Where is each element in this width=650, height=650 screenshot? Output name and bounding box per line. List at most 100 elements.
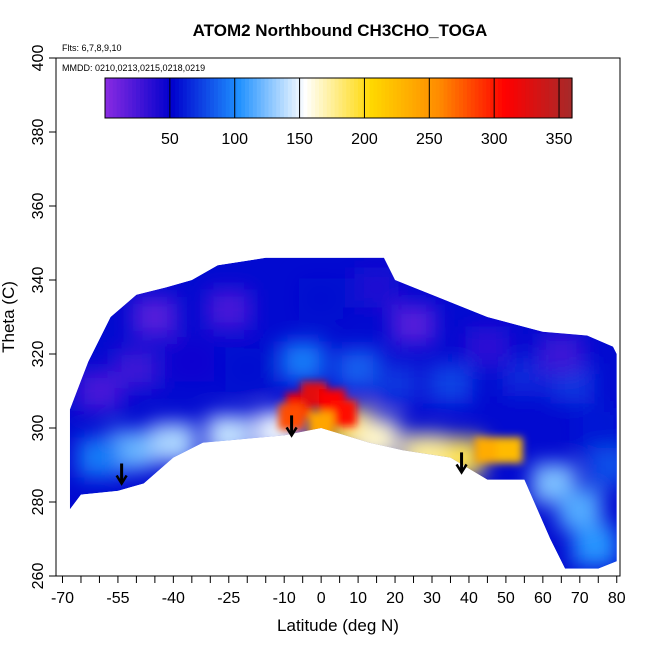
colorbar-segment <box>552 78 558 118</box>
colorbar-segment <box>369 78 375 118</box>
colorbar-segment <box>311 78 316 118</box>
data-cell <box>132 297 177 337</box>
colorbar-segment <box>385 78 390 118</box>
colorbar-segment <box>178 78 184 118</box>
colorbar-segment <box>182 78 188 118</box>
data-cell <box>496 437 523 464</box>
colorbar-segment <box>322 78 328 118</box>
y-tick-label: 340 <box>30 267 47 294</box>
dates-annotation: MMDD: 0210,0213,0215,0218,0219 <box>62 63 205 73</box>
colorbar-tick-label: 250 <box>416 131 443 148</box>
y-tick-label: 300 <box>30 415 47 442</box>
colorbar-segment <box>420 78 425 118</box>
data-cell <box>557 489 602 530</box>
colorbar-segment <box>303 78 308 118</box>
colorbar-segment <box>377 78 382 118</box>
colorbar-segment <box>466 78 472 118</box>
colorbar-segment <box>229 78 235 118</box>
colorbar-segment <box>272 78 277 118</box>
colorbar-segment <box>521 78 526 118</box>
x-tick-label: 20 <box>386 590 404 607</box>
colorbar-segment <box>291 78 297 118</box>
data-cell <box>151 422 196 463</box>
colorbar-segment <box>548 78 554 118</box>
colorbar-tick-label: 50 <box>161 131 179 148</box>
colorbar-segment <box>202 78 207 118</box>
data-cell <box>391 304 436 345</box>
colorbar-segment <box>536 78 542 118</box>
colorbar-segment <box>470 78 476 118</box>
colorbar-segment <box>124 78 129 118</box>
data-cell <box>354 419 399 460</box>
colorbar-segment <box>354 78 359 118</box>
data-cell <box>539 334 584 374</box>
colorbar-segment <box>155 78 161 118</box>
data-cell <box>206 415 251 456</box>
data-cell <box>465 326 510 367</box>
x-tick-label: 10 <box>349 590 367 607</box>
x-tick-label: -55 <box>106 590 129 607</box>
colorbar-segment <box>533 78 538 118</box>
colorbar-tick-label: 200 <box>351 131 378 148</box>
colorbar-segment <box>299 78 305 118</box>
colorbar-segment <box>365 78 371 118</box>
data-cell <box>373 363 418 404</box>
colorbar-segment <box>252 78 258 118</box>
colorbar-segment <box>517 78 523 118</box>
colorbar-segment <box>330 78 336 118</box>
data-cell <box>114 348 159 389</box>
data-cell <box>169 341 214 382</box>
colorbar-segment <box>560 78 565 118</box>
data-cell <box>354 267 399 308</box>
colorbar-segment <box>307 78 312 118</box>
colorbar-segment <box>276 78 281 118</box>
colorbar-segment <box>256 78 262 118</box>
data-cell <box>77 437 122 478</box>
down-arrow-icon <box>455 452 468 475</box>
colorbar-segment <box>151 78 157 118</box>
colorbar-segment <box>287 78 293 118</box>
colorbar-segment <box>159 78 164 118</box>
colorbar-segment <box>217 78 223 118</box>
colorbar-segment <box>260 78 266 118</box>
x-tick-label: 80 <box>608 590 626 607</box>
data-cell <box>280 341 325 382</box>
colorbar-segment <box>342 78 347 118</box>
colorbar-segment <box>233 78 238 118</box>
colorbar-segment <box>108 78 114 118</box>
colorbar-segment <box>213 78 219 118</box>
colorbar-segment <box>482 78 487 118</box>
flights-annotation: Flts: 6,7,8,9,10 <box>62 43 122 53</box>
colorbar-frame <box>104 77 573 119</box>
colorbar-segment <box>431 78 437 118</box>
data-cell <box>402 433 447 474</box>
colorbar-segment <box>564 78 569 118</box>
colorbar-segment <box>396 78 402 118</box>
colorbar-segment <box>540 78 546 118</box>
colorbar-segment <box>373 78 379 118</box>
colorbar-segment <box>143 78 149 118</box>
plot-frame <box>55 57 621 577</box>
x-tick-label: -70 <box>51 590 74 607</box>
colorbar-segment <box>295 78 301 118</box>
colorbar-segment <box>221 78 227 118</box>
y-tick-label: 260 <box>30 563 47 590</box>
colorbar-segment <box>198 78 203 118</box>
colorbar-segment <box>241 78 246 118</box>
colorbar-segment <box>490 78 495 118</box>
y-axis: 260 280 300 320 340 360 380 400 <box>30 45 56 590</box>
data-cell <box>299 278 344 319</box>
colorbar-segment <box>334 78 340 118</box>
y-tick-label: 280 <box>30 489 47 516</box>
data-cell <box>206 289 251 330</box>
colorbar-segment <box>357 78 363 118</box>
colorbar-segment <box>105 78 110 118</box>
colorbar-segment <box>498 78 503 118</box>
data-cell <box>428 363 473 404</box>
colorbar-segment <box>206 78 211 118</box>
data-cell <box>336 348 381 389</box>
x-tick-label: -40 <box>162 590 185 607</box>
colorbar-segment <box>439 78 445 118</box>
colorbar-segment <box>544 78 550 118</box>
data-cell <box>576 408 617 448</box>
